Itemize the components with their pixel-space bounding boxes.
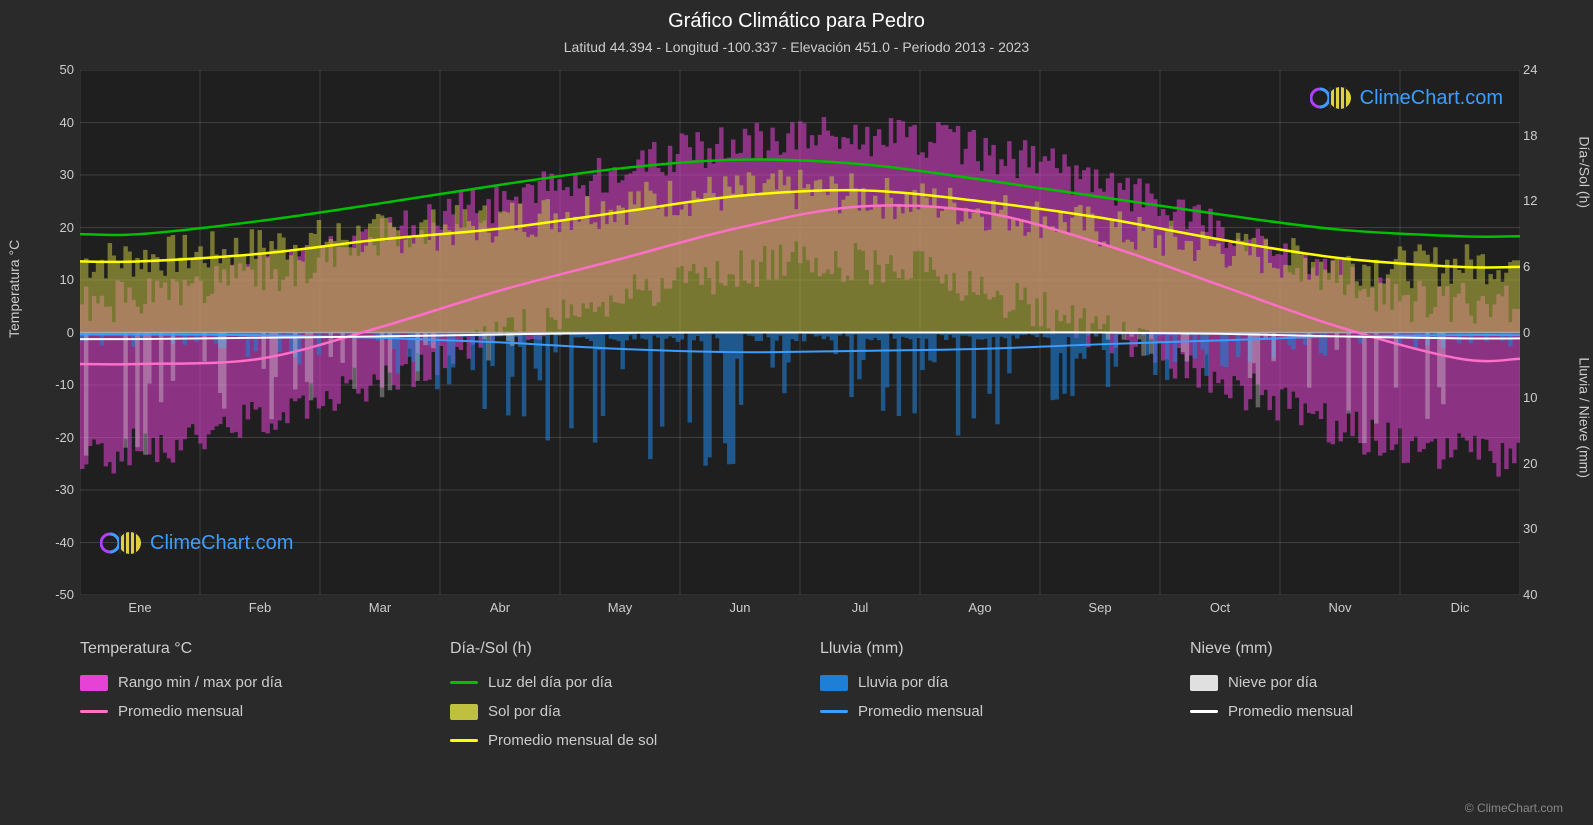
legend: Temperatura °C Rango min / max por día Pr… (80, 640, 1520, 749)
x-tick-month: Jun (730, 600, 751, 615)
y-tick-right-hours: 24 (1523, 62, 1553, 77)
legend-header: Lluvia (mm) (820, 640, 1150, 658)
legend-item: Promedio mensual (1190, 703, 1520, 720)
legend-swatch (450, 739, 478, 742)
chart-subtitle: Latitud 44.394 - Longitud -100.337 - Ele… (0, 33, 1593, 55)
legend-header: Nieve (mm) (1190, 640, 1520, 658)
legend-label: Promedio mensual (118, 703, 243, 720)
legend-item: Promedio mensual de sol (450, 732, 780, 749)
legend-item: Promedio mensual (820, 703, 1150, 720)
watermark-text: ClimeChart.com (1360, 87, 1503, 110)
y-tick-right-hours: 18 (1523, 128, 1553, 143)
y-tick-left: 0 (44, 325, 74, 340)
legend-swatch (1190, 675, 1218, 691)
watermark-top: ClimeChart.com (1310, 85, 1503, 111)
legend-header: Temperatura °C (80, 640, 410, 658)
legend-item: Lluvia por día (820, 674, 1150, 691)
y-tick-right-mm: 30 (1523, 521, 1553, 536)
y-tick-left: -10 (44, 377, 74, 392)
chart-title: Gráfico Climático para Pedro (0, 0, 1593, 33)
legend-swatch (80, 675, 108, 691)
legend-header: Día-/Sol (h) (450, 640, 780, 658)
legend-item: Rango min / max por día (80, 674, 410, 691)
legend-swatch (450, 704, 478, 720)
legend-label: Nieve por día (1228, 674, 1317, 691)
plot-area (80, 70, 1520, 595)
x-tick-month: May (608, 600, 633, 615)
y-tick-left: 20 (44, 220, 74, 235)
legend-col-temperature: Temperatura °C Rango min / max por día Pr… (80, 640, 410, 749)
legend-item: Nieve por día (1190, 674, 1520, 691)
copyright: © ClimeChart.com (1465, 801, 1563, 815)
y-tick-right-mm: 20 (1523, 456, 1553, 471)
legend-label: Lluvia por día (858, 674, 948, 691)
legend-item: Promedio mensual (80, 703, 410, 720)
x-tick-month: Mar (369, 600, 391, 615)
x-tick-month: Nov (1328, 600, 1351, 615)
x-tick-month: Sep (1088, 600, 1111, 615)
x-tick-month: Oct (1210, 600, 1230, 615)
legend-item: Luz del día por día (450, 674, 780, 691)
y-tick-left: -30 (44, 482, 74, 497)
y-tick-left: 40 (44, 115, 74, 130)
legend-col-rain: Lluvia (mm) Lluvia por día Promedio mensu… (820, 640, 1150, 749)
logo-icon (1310, 85, 1352, 111)
legend-swatch (80, 710, 108, 713)
y-tick-right-hours: 6 (1523, 259, 1553, 274)
y-tick-right-hours: 0 (1523, 325, 1553, 340)
y-tick-right-hours: 12 (1523, 193, 1553, 208)
legend-label: Luz del día por día (488, 674, 612, 691)
x-tick-month: Dic (1451, 600, 1470, 615)
y-tick-left: -20 (44, 430, 74, 445)
plot-svg (80, 70, 1520, 595)
x-tick-month: Feb (249, 600, 271, 615)
legend-label: Promedio mensual de sol (488, 732, 657, 749)
y-tick-right-mm: 40 (1523, 587, 1553, 602)
y-tick-right-mm: 10 (1523, 390, 1553, 405)
legend-item: Sol por día (450, 703, 780, 720)
logo-icon (100, 530, 142, 556)
y-axis-right-top-label: Día-/Sol (h) (1577, 136, 1593, 208)
x-tick-month: Ene (128, 600, 151, 615)
y-axis-left-label: Temperatura °C (6, 240, 22, 338)
legend-swatch (450, 681, 478, 684)
legend-label: Sol por día (488, 703, 561, 720)
y-axis-right-bottom-label: Lluvia / Nieve (mm) (1577, 357, 1593, 478)
y-tick-left: 30 (44, 167, 74, 182)
watermark-text: ClimeChart.com (150, 532, 293, 555)
legend-label: Promedio mensual (858, 703, 983, 720)
x-tick-month: Jul (852, 600, 869, 615)
legend-col-snow: Nieve (mm) Nieve por día Promedio mensual (1190, 640, 1520, 749)
y-tick-left: -50 (44, 587, 74, 602)
x-tick-month: Ago (968, 600, 991, 615)
legend-swatch (820, 675, 848, 691)
legend-swatch (820, 710, 848, 713)
y-tick-left: -40 (44, 535, 74, 550)
legend-swatch (1190, 710, 1218, 713)
legend-label: Rango min / max por día (118, 674, 282, 691)
climate-chart: Gráfico Climático para Pedro Latitud 44.… (0, 0, 1593, 825)
watermark-bottom: ClimeChart.com (100, 530, 293, 556)
y-tick-left: 10 (44, 272, 74, 287)
y-tick-left: 50 (44, 62, 74, 77)
sun-bars (80, 170, 1520, 333)
x-tick-month: Abr (490, 600, 510, 615)
legend-label: Promedio mensual (1228, 703, 1353, 720)
legend-col-daysun: Día-/Sol (h) Luz del día por día Sol por … (450, 640, 780, 749)
